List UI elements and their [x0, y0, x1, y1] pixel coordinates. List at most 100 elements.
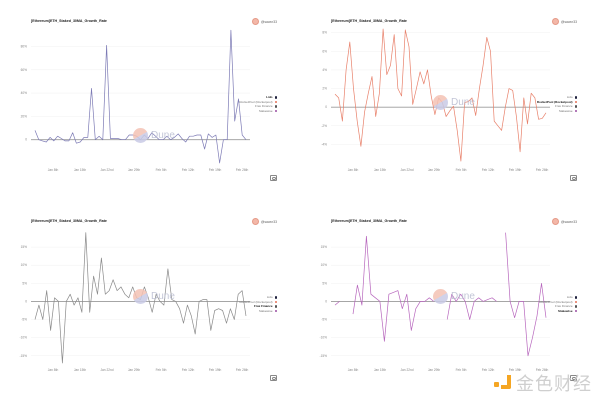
line-chart: 0 20% 40% 60% 80% Jan 8th Jan 15th Jan 22nd Jan … [21, 29, 250, 172]
legend-label: Lido [266, 95, 273, 99]
y-tick-label: 15% [21, 245, 28, 249]
y-tick-label: 5% [22, 281, 27, 285]
author-badge[interactable]: @sawcr33 [551, 18, 577, 25]
y-tick-label: 0 [325, 105, 327, 109]
legend-item[interactable]: RocketPool (Rocketpool) [539, 300, 577, 305]
author-badge[interactable]: @sawcr33 [251, 218, 277, 225]
y-tick-label: 10% [21, 263, 28, 267]
legend-label: Frax Finance [554, 304, 573, 309]
chart-title: [Ethereum]ETH_Staked_30MA_Growth_Rate [331, 219, 407, 223]
legend-item[interactable]: Stakewise [539, 309, 577, 314]
legend-item[interactable]: Lido [537, 95, 577, 100]
avatar-icon [551, 218, 559, 225]
camera-icon[interactable] [270, 175, 277, 181]
author-name: @sawcr33 [560, 19, 577, 24]
author-badge[interactable]: @sawcr33 [251, 18, 277, 25]
x-tick-label: Feb 26th [236, 168, 249, 172]
chart-title: [Ethereum]ETH_Staked_30MA_Growth_Rate [31, 19, 107, 23]
y-tick-label: 20% [21, 114, 28, 118]
legend-item[interactable]: Stakewise [239, 109, 277, 114]
y-tick-label: 8% [322, 31, 327, 35]
legend-swatch-icon [274, 100, 277, 104]
author-name: @sawcr33 [260, 219, 277, 224]
y-tick-label: 2% [322, 87, 327, 91]
legend-swatch-icon [274, 309, 277, 313]
legend-swatch-icon [574, 100, 577, 104]
x-tick-label: Feb 12th [482, 168, 495, 172]
legend-label: Frax Finance [554, 104, 573, 109]
y-tick-label: -5% [321, 318, 327, 322]
legend-swatch-icon [274, 109, 277, 113]
dune-watermark-text: Dune [151, 291, 175, 303]
legend-label: Lido [266, 295, 273, 299]
y-tick-label: -15% [320, 354, 328, 358]
x-tick-label: Feb 19th [209, 168, 222, 172]
x-tick-label: Feb 19th [209, 368, 222, 372]
legend-label: Stakewise [258, 108, 273, 113]
dune-watermark-text: Dune [451, 97, 475, 109]
x-tick-label: Feb 5th [156, 368, 167, 372]
camera-icon[interactable] [270, 375, 277, 381]
x-tick-label: Feb 26th [536, 168, 549, 172]
camera-icon[interactable] [570, 175, 577, 181]
y-tick-label: 0 [25, 138, 27, 142]
y-tick-label: 0 [25, 299, 27, 303]
x-tick-label: Jan 15th [74, 368, 86, 372]
legend-item[interactable]: Frax Finance [537, 104, 577, 109]
legend-item[interactable]: Frax Finance [239, 304, 277, 309]
dune-watermark-text: Dune [151, 129, 175, 141]
legend-item[interactable]: Lido [539, 295, 577, 300]
dune-logo-icon [133, 127, 148, 143]
x-tick-label: Jan 29th [128, 368, 140, 372]
y-tick-label: 0 [325, 299, 327, 303]
x-tick-label: Jan 29th [128, 168, 140, 172]
series-line [34, 29, 247, 164]
legend-swatch-icon [274, 300, 277, 304]
x-tick-label: Jan 8th [48, 368, 59, 372]
legend-swatch-icon [574, 105, 577, 108]
chart-title: [Ethereum]ETH_Staked_30MA_Growth_Rate [331, 19, 407, 23]
x-tick-label: Jan 29th [428, 168, 440, 172]
y-tick-label: 6% [322, 49, 327, 53]
chart-panel-3: [Ethereum]ETH_Staked_30MA_Growth_Rate @sa… [5, 205, 295, 395]
x-tick-label: Jan 15th [74, 168, 86, 172]
series-line [334, 301, 340, 306]
legend-swatch-icon [274, 305, 277, 308]
legend-item[interactable]: Frax Finance [539, 304, 577, 309]
dune-watermark-text: Dune [451, 291, 475, 303]
camera-icon[interactable] [570, 375, 577, 381]
x-tick-label: Jan 22nd [400, 168, 413, 172]
legend-label: Stakewise [558, 108, 573, 113]
legend-item[interactable]: Stakewise [239, 309, 277, 314]
legend: Lido RocketPool (Rocketpool) Frax Finance S… [239, 295, 277, 313]
avatar-icon [251, 218, 259, 225]
legend-item[interactable]: Lido [239, 95, 277, 100]
author-name: @sawcr33 [260, 19, 277, 24]
y-tick-label: 15% [321, 245, 328, 249]
x-tick-label: Jan 8th [48, 168, 59, 172]
legend-item[interactable]: RocketPool (Rocketpool) [239, 300, 277, 305]
legend-item[interactable]: Frax Finance [239, 104, 277, 109]
legend-swatch-icon [274, 96, 277, 99]
legend-swatch-icon [574, 305, 577, 308]
dune-watermark: Dune [433, 95, 475, 111]
dune-logo-icon [433, 95, 448, 111]
legend-item[interactable]: Lido [239, 295, 277, 300]
y-tick-label: -15% [20, 354, 28, 358]
legend-label: RocketPool (Rocketpool) [536, 99, 573, 104]
legend-label: RocketPool (Rocketpool) [239, 99, 273, 104]
legend-swatch-icon [274, 296, 277, 299]
legend-item[interactable]: Stakewise [537, 109, 577, 114]
legend-item[interactable]: RocketPool (Rocketpool) [239, 100, 277, 105]
legend: Lido RocketPool (Rocketpool) Frax Finance S… [539, 295, 577, 313]
y-tick-label: 5% [322, 281, 327, 285]
y-tick-label: 4% [322, 68, 327, 72]
legend: Lido RocketPool (Rocketpool) Frax Finance S… [537, 95, 577, 113]
legend-item[interactable]: RocketPool (Rocketpool) [537, 100, 577, 105]
y-tick-label: 80% [21, 44, 28, 48]
author-badge[interactable]: @sawcr33 [551, 218, 577, 225]
x-tick-label: Jan 8th [348, 368, 359, 372]
y-tick-label: -10% [20, 336, 28, 340]
legend-label: Frax Finance [253, 304, 273, 309]
x-tick-label: Feb 19th [509, 368, 522, 372]
